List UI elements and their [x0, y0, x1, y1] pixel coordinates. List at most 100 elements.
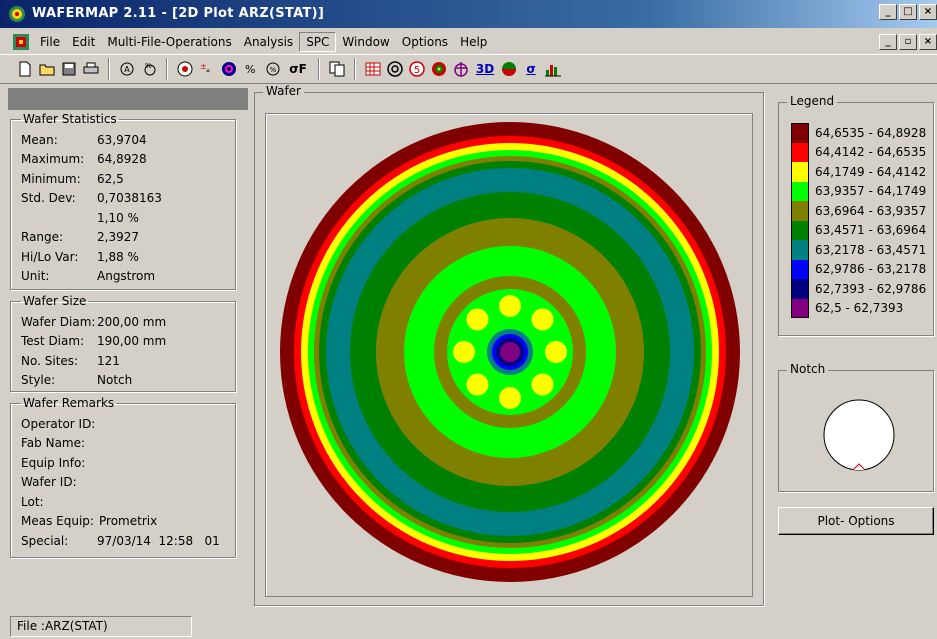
- legend-item: 63,6964 - 63,9357: [791, 201, 926, 221]
- wafer-size-group: Wafer Size Wafer Diam: 200,00 mm Test Dia…: [10, 294, 236, 392]
- print-icon[interactable]: [80, 58, 102, 80]
- stat-row-minimum: Minimum: 62,5: [21, 171, 124, 186]
- wafer-hot-spot: [531, 308, 554, 331]
- legend-swatch: [791, 240, 809, 260]
- line-scan-icon[interactable]: [450, 58, 472, 80]
- color-map-icon[interactable]: [428, 58, 450, 80]
- svg-text:±: ±: [200, 62, 207, 71]
- copy-icon[interactable]: [326, 58, 348, 80]
- site-value-icon[interactable]: %: [138, 58, 160, 80]
- status-bar: File :ARZ(STAT): [10, 616, 192, 637]
- menu-file[interactable]: File: [40, 35, 61, 49]
- mdi-restore-button[interactable]: ▫: [899, 34, 917, 50]
- menu-window[interactable]: Window: [342, 35, 390, 49]
- wafer-panel: Wafer: [254, 84, 764, 606]
- menu-bar: File Edit Multi-File-Operations Analysis…: [0, 30, 937, 54]
- rings-icon[interactable]: [384, 58, 406, 80]
- legend-title: Legend: [787, 94, 838, 108]
- legend-swatch: [791, 181, 809, 201]
- remark-row-special: Special: 97/03/14 12:58 01: [21, 533, 220, 548]
- legend-item: 63,9357 - 64,1749: [791, 181, 926, 201]
- notch-panel: Notch: [778, 362, 934, 492]
- left-panel-header: [8, 88, 248, 110]
- 3d-view-button[interactable]: 3D: [475, 62, 495, 76]
- sigma-button[interactable]: σ: [526, 62, 536, 76]
- legend-swatch: [791, 123, 809, 143]
- stat-row-std-dev: Std. Dev: 0,7038163: [21, 191, 162, 206]
- wafer-percent-icon[interactable]: %: [262, 58, 284, 80]
- legend-item: 62,9786 - 63,2178: [791, 259, 926, 279]
- remark-row-lot: Lot:: [21, 494, 44, 509]
- menu-multi-file-operations[interactable]: Multi-File-Operations: [107, 35, 232, 49]
- legend-item: 63,2178 - 63,4571: [791, 240, 926, 260]
- window-title: WAFERMAP 2.11 - [2D Plot ARZ(STAT)]: [32, 6, 325, 21]
- minimize-button[interactable]: _: [879, 4, 897, 20]
- stat-row-std-dev-percent: 1,10 %: [97, 210, 139, 225]
- menu-edit[interactable]: Edit: [72, 35, 96, 49]
- wafer-statistics-group: Wafer Statistics Mean: 63,9704 Maximum: 64…: [10, 112, 236, 290]
- svg-text:A: A: [124, 65, 130, 74]
- stat-row-range: Range: 2,3927: [21, 230, 139, 245]
- mdi-close-button[interactable]: ×: [919, 34, 937, 50]
- remark-row-operator-id: Operator ID:: [21, 416, 96, 431]
- wafer-sites-icon[interactable]: [174, 58, 196, 80]
- legend-panel: Legend 64,6535 - 64,8928 64,4142 - 64,65…: [778, 94, 934, 336]
- document-icon[interactable]: [12, 33, 30, 51]
- wafer-hot-spot: [531, 373, 554, 396]
- wafer-plot-area: [265, 113, 753, 597]
- remark-row-wafer-id: Wafer ID:: [21, 475, 77, 490]
- wafer-map[interactable]: [266, 114, 752, 596]
- percent-icon[interactable]: %: [240, 58, 262, 80]
- plot-options-button[interactable]: Plot- Options: [778, 507, 934, 535]
- svg-text:5: 5: [414, 65, 420, 76]
- notch-title: Notch: [787, 362, 829, 376]
- svg-text:%: %: [270, 66, 277, 74]
- stat-row-hi-lo-var: Hi/Lo Var: 1,88 %: [21, 249, 139, 264]
- wafermap-app-icon: [9, 6, 25, 22]
- wafer-hot-spot: [466, 373, 489, 396]
- wafer-hot-spot: [453, 341, 475, 363]
- menu-analysis[interactable]: Analysis: [243, 35, 294, 49]
- remark-row-equip-info: Equip Info:: [21, 455, 86, 470]
- legend-item: 63,4571 - 63,6964: [791, 220, 926, 240]
- size-row-style: Style: Notch: [21, 373, 133, 388]
- stat-row-maximum: Maximum: 64,8928: [21, 152, 147, 167]
- close-button[interactable]: ×: [919, 4, 937, 20]
- five-point-icon[interactable]: 5: [406, 58, 428, 80]
- stat-row-mean: Mean: 63,9704: [21, 132, 147, 147]
- menu-options[interactable]: Options: [401, 35, 449, 49]
- contour-icon[interactable]: [218, 58, 240, 80]
- scatter-icon[interactable]: ± *: [196, 58, 218, 80]
- remark-row-fab-name: Fab Name:: [21, 436, 86, 451]
- size-row-test-diam: Test Diam: 190,00 mm: [21, 334, 167, 349]
- menu-spc[interactable]: SPC: [299, 32, 337, 52]
- legend-item: 64,4142 - 64,6535: [791, 142, 926, 162]
- legend-item: 62,5 - 62,7393: [791, 298, 926, 318]
- stat-row-unit: Unit: Angstrom: [21, 269, 156, 284]
- size-row-wafer-diam: Wafer Diam: 200,00 mm: [21, 314, 167, 329]
- maximize-button[interactable]: □: [899, 4, 917, 20]
- sigma-f-button[interactable]: σF: [289, 62, 307, 76]
- remark-row-meas-equip: Meas Equip: Prometrix: [21, 514, 158, 529]
- site-label-icon[interactable]: A: [116, 58, 138, 80]
- histogram-icon[interactable]: [542, 58, 564, 80]
- save-icon[interactable]: [58, 58, 80, 80]
- 3d-wafer-icon[interactable]: [498, 58, 520, 80]
- legend-swatch: [791, 201, 809, 221]
- svg-text:%: %: [145, 62, 152, 70]
- wafer-zone-ring-15: [500, 342, 520, 362]
- menu-help[interactable]: Help: [460, 35, 488, 49]
- wafer-size-title: Wafer Size: [23, 294, 87, 308]
- legend-list: 64,6535 - 64,8928 64,4142 - 64,6535 64,1…: [791, 123, 926, 318]
- svg-text:%: %: [245, 63, 255, 76]
- legend-swatch: [791, 220, 809, 240]
- open-folder-icon[interactable]: [36, 58, 58, 80]
- title-bar: WAFERMAP 2.11 - [2D Plot ARZ(STAT)] _ □ …: [0, 0, 937, 28]
- wafer-hot-spot: [499, 295, 521, 317]
- new-file-icon[interactable]: [14, 58, 36, 80]
- wafer-hot-spot: [545, 341, 567, 363]
- mdi-minimize-button[interactable]: _: [879, 34, 897, 50]
- legend-swatch: [791, 162, 809, 182]
- grid-map-icon[interactable]: [362, 58, 384, 80]
- legend-swatch: [791, 298, 809, 318]
